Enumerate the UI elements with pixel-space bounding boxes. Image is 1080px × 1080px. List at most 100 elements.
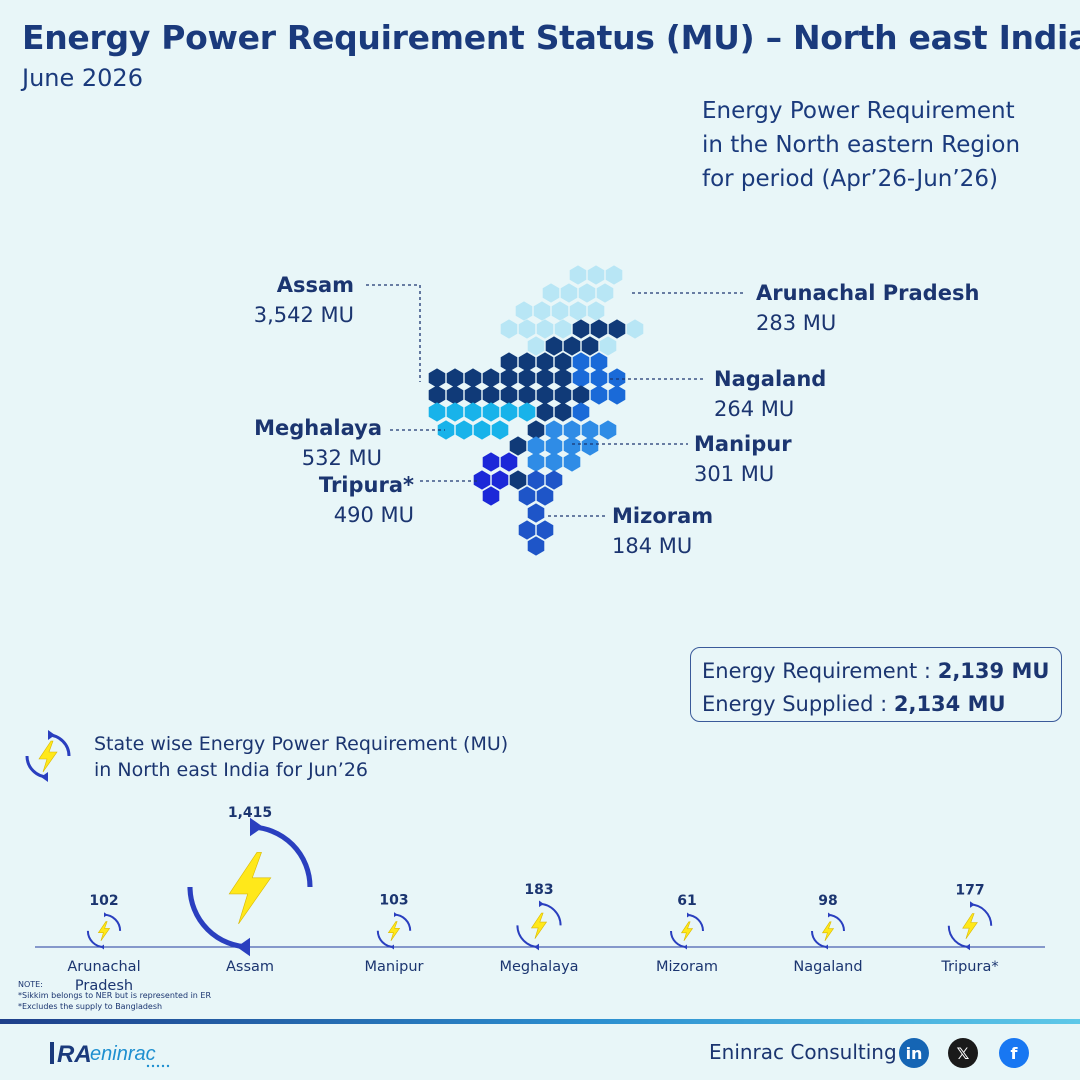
hex-cell-nagaland [608,368,626,388]
page-subtitle: June 2026 [22,64,143,92]
hex-cell-manipur [545,452,563,472]
hex-cell-assam [509,436,527,456]
hex-cell-nagaland [572,368,590,388]
state-value: 490 MU [333,503,414,527]
hex-cell-arunachal-pradesh [554,319,572,339]
hex-cell-assam [554,368,572,388]
bubble-arrowhead [970,901,975,908]
hex-cell-meghalaya [518,402,536,422]
hex-cell-assam [509,470,527,490]
bubble-arrowhead [965,943,970,951]
hex-cell-assam [572,319,590,339]
hex-cell-tripura [482,486,500,506]
state-value: 264 MU [714,397,795,421]
state-value: 184 MU [612,534,693,558]
hex-cell-arunachal-pradesh [587,265,605,285]
hex-cell-arunachal-pradesh [500,319,518,339]
eninrac-logo: RA eninrac [50,1041,170,1068]
hex-cell-assam [500,385,518,405]
state-name: Mizoram [612,504,714,528]
data-label: 102 [89,893,118,909]
hex-cell-manipur [545,420,563,440]
energy-requirement-row: Energy Requirement : 2,139 MU [702,655,1061,688]
bubble-arrowhead [100,944,104,950]
bubble-arrowhead [236,937,250,957]
hex-cell-meghalaya [473,420,491,440]
lightning-bolt-icon [387,921,401,941]
state-value: 301 MU [694,462,775,486]
hex-cell-tripura [482,452,500,472]
leader-line-assam [366,284,421,382]
map-label-arunachal: Arunachal Pradesh 283 MU [756,278,979,338]
category-label: Tripura* [940,959,998,975]
footer-divider [0,1019,1080,1024]
brand-name: Eninrac Consulting [709,1040,897,1064]
hex-cell-meghalaya [464,402,482,422]
region-caption-line: in the North eastern Region [702,132,1021,158]
hex-cell-assam [446,368,464,388]
state-wise-caption: State wise Energy Power Requirement (MU)… [94,731,508,783]
logo-mark: RA [57,1041,92,1068]
hex-cell-tripura [491,470,509,490]
hex-cell-assam [536,368,554,388]
lightning-bolt-icon [821,921,835,941]
map-label-assam: Assam 3,542 MU [240,270,354,330]
data-label: 61 [677,893,696,909]
state-value: 532 MU [301,446,382,470]
hex-cell-tripura [473,470,491,490]
state-wise-line: State wise Energy Power Requirement (MU) [94,733,509,755]
bubble-tripura: 177 Tripura* [940,883,998,975]
hex-cell-assam [554,352,572,372]
hex-map [366,265,744,556]
category-label: Assam [226,959,274,975]
hex-cell-assam [545,336,563,356]
state-bubble-chart: 102ArunachalPradesh1,415Assam103Manipur1… [35,805,1045,994]
hex-cell-arunachal-pradesh [551,301,569,321]
hex-cell-assam [500,352,518,372]
map-label-manipur: Manipur 301 MU [694,429,792,489]
category-label: Mizoram [656,959,718,975]
state-value: 3,542 MU [253,303,354,327]
hex-cell-assam [464,385,482,405]
hex-cell-arunachal-pradesh [536,319,554,339]
hex-cell-nagaland [590,352,608,372]
hex-cell-assam [464,368,482,388]
hex-cell-manipur [581,436,599,456]
lightning-bolt-icon [530,912,548,939]
hex-cell-assam [527,420,545,440]
hex-cell-assam [500,368,518,388]
energy-supplied-row: Energy Supplied : 2,134 MU [702,688,1061,721]
energy-cycle-icon [25,730,71,782]
lightning-bolt-icon [97,921,111,941]
hex-cell-arunachal-pradesh [626,319,644,339]
hex-cell-assam [536,385,554,405]
bubble-nagaland: 98 Nagaland [793,893,862,975]
hex-cell-arunachal-pradesh [560,283,578,303]
category-label: Manipur [365,959,424,975]
bubble-arrowhead [534,943,539,951]
state-name: Arunachal Pradesh [756,281,980,305]
linkedin-icon[interactable]: in [899,1038,929,1068]
hex-cell-mizoram [518,486,536,506]
hex-cell-mizoram [536,520,554,540]
x-icon[interactable]: 𝕏 [948,1038,978,1068]
state-name: Meghalaya [254,416,382,440]
hex-cell-meghalaya [491,420,509,440]
hex-cell-mizoram [536,486,554,506]
lightning-bolt-icon [680,921,694,941]
hex-cell-arunachal-pradesh [578,283,596,303]
bubble-arrowhead [683,944,687,950]
bubble-arrowhead [824,944,828,950]
map-label-tripura: Tripura* 490 MU [270,470,414,530]
lightning-bolt-icon [962,913,978,939]
bubble-mizoram: 61 Mizoram [656,893,718,975]
category-label: Nagaland [793,959,862,975]
bubble-arrowhead [539,900,544,908]
hex-cell-arunachal-pradesh [518,319,536,339]
hex-cell-assam [428,385,446,405]
facebook-icon[interactable]: f [999,1038,1029,1068]
lightning-bolt-icon [228,852,272,925]
hex-cell-assam [608,319,626,339]
energy-requirement-value: 2,139 MU [937,659,1050,683]
energy-supplied-value: 2,134 MU [893,692,1006,716]
